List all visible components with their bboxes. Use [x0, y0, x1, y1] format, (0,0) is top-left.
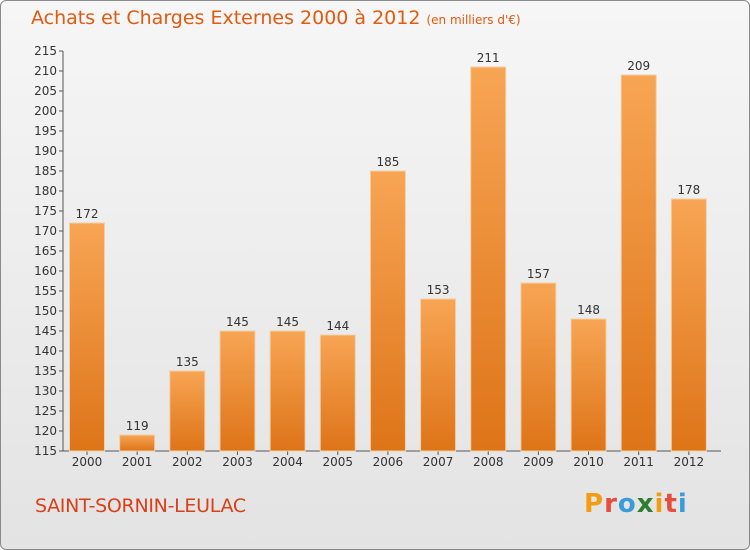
x-tick-label: 2011 — [623, 455, 654, 469]
y-tick-label: 195 — [34, 124, 57, 138]
bar — [520, 282, 557, 452]
logo-letter: i — [654, 489, 665, 519]
y-tick-label: 160 — [34, 264, 57, 278]
x-tick-label: 2004 — [272, 455, 303, 469]
y-tick-label: 115 — [34, 444, 57, 458]
data-label: 209 — [627, 59, 650, 73]
y-tick-label: 135 — [34, 364, 57, 378]
y-tick-label: 190 — [34, 144, 57, 158]
logo-letter: r — [604, 489, 618, 519]
chart-title-text: Achats et Charges Externes 2000 à 2012 — [31, 7, 421, 29]
y-tick-label: 125 — [34, 404, 57, 418]
data-label: 148 — [577, 303, 600, 317]
bars — [69, 66, 707, 452]
x-tick-label: 2008 — [473, 455, 504, 469]
x-tick-label: 2006 — [373, 455, 404, 469]
x-tick-label: 2007 — [423, 455, 454, 469]
bar — [470, 66, 507, 452]
y-tick-label: 130 — [34, 384, 57, 398]
data-labels: 172 119 135 145 145 144 185 153 211 157 148 209 178 — [76, 51, 701, 433]
data-label: 211 — [477, 51, 500, 65]
bar — [119, 434, 156, 452]
bar — [420, 298, 457, 452]
y-tick-label: 145 — [34, 324, 57, 338]
y-tick-label: 180 — [34, 184, 57, 198]
bar — [319, 334, 356, 452]
logo-letter: o — [617, 489, 637, 519]
town-name: SAINT-SORNIN-LEULAC — [35, 495, 246, 517]
y-tick-label: 150 — [34, 304, 57, 318]
data-label: 145 — [276, 315, 299, 329]
logo-letter: i — [677, 489, 688, 519]
data-label: 185 — [376, 155, 399, 169]
y-tick-label: 215 — [34, 44, 57, 58]
bar — [219, 330, 256, 452]
x-tick-label: 2003 — [222, 455, 253, 469]
y-tick-label: 120 — [34, 424, 57, 438]
y-tick-label: 210 — [34, 64, 57, 78]
bar — [69, 222, 105, 452]
y-tick-label: 165 — [34, 244, 57, 258]
bar — [670, 198, 707, 452]
y-tick-label: 200 — [34, 104, 57, 118]
x-tick-label: 2002 — [172, 455, 203, 469]
data-label: 153 — [427, 283, 450, 297]
data-label: 145 — [226, 315, 249, 329]
x-tick-label: 2009 — [523, 455, 554, 469]
data-label: 157 — [527, 267, 550, 281]
proxiti-logo: Proxiti — [584, 489, 688, 519]
y-tick-label: 155 — [34, 284, 57, 298]
x-tick-label: 2012 — [674, 455, 705, 469]
y-tick-label: 205 — [34, 84, 57, 98]
data-label: 144 — [326, 319, 349, 333]
bar — [369, 170, 406, 452]
bar — [620, 74, 657, 452]
x-tick-label: 2005 — [322, 455, 353, 469]
logo-letter: x — [636, 489, 655, 519]
x-tick-label: 2001 — [122, 455, 153, 469]
chart-title: Achats et Charges Externes 2000 à 2012 (e… — [31, 7, 521, 29]
logo-letter: P — [584, 489, 605, 519]
chart-subtitle: (en milliers d'€) — [426, 13, 521, 27]
y-tick-label: 185 — [34, 164, 57, 178]
bar — [169, 370, 206, 452]
data-label: 135 — [176, 355, 199, 369]
x-tick-label: 2010 — [573, 455, 604, 469]
y-tick-label: 175 — [34, 204, 57, 218]
axes: 115 120 125 130 135 140 145 150 155 160 165 170 175 1… — [34, 44, 721, 469]
x-tick-label: 2000 — [72, 455, 103, 469]
y-tick-label: 140 — [34, 344, 57, 358]
data-label: 119 — [126, 419, 149, 433]
y-tick-label: 170 — [34, 224, 57, 238]
bar — [570, 318, 607, 452]
data-label: 178 — [677, 183, 700, 197]
bar — [269, 330, 306, 452]
logo-letter: t — [664, 489, 678, 519]
data-label: 172 — [76, 207, 99, 221]
